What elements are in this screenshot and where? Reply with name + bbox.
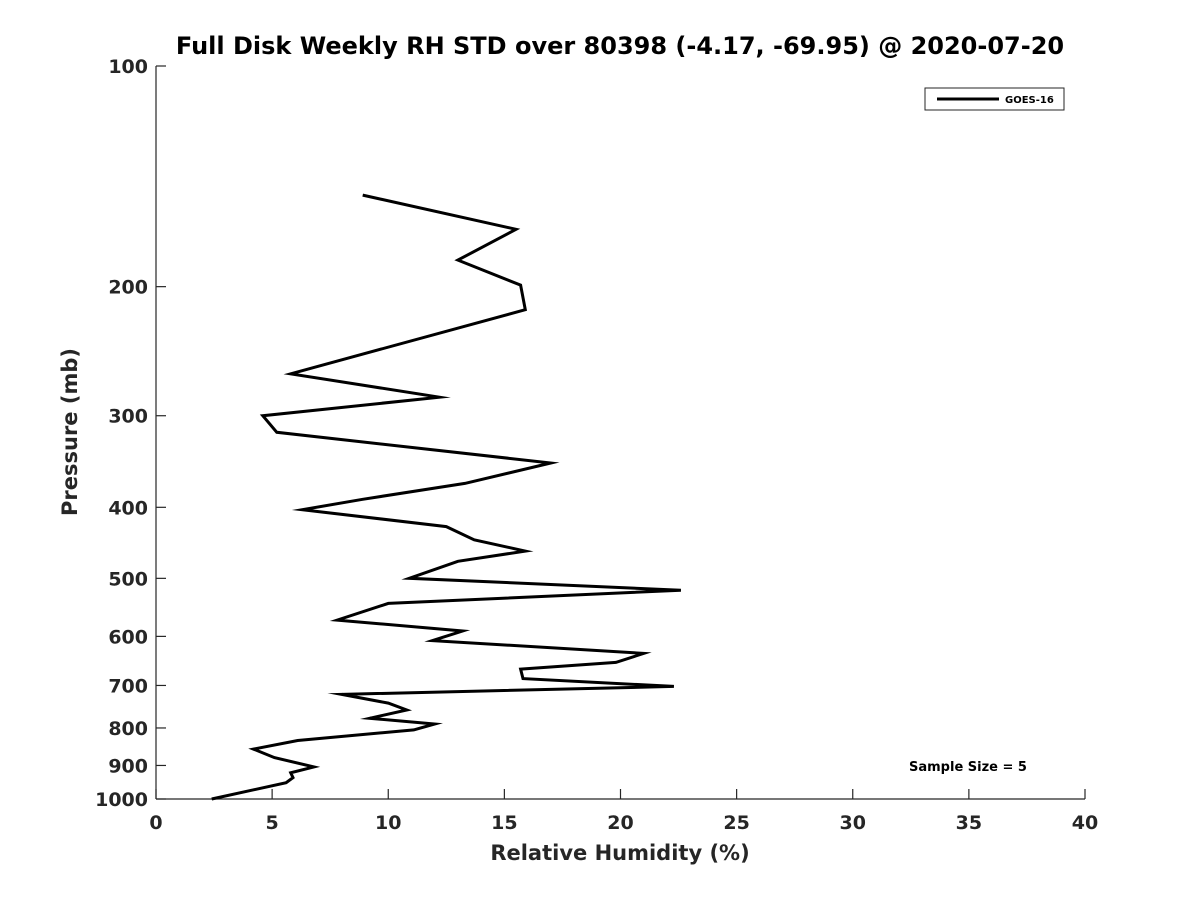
y-tick-label: 700 — [108, 675, 148, 697]
x-axis-label: Relative Humidity (%) — [490, 841, 749, 865]
x-tick-label: 10 — [375, 812, 401, 834]
y-tick-label: 1000 — [95, 789, 148, 811]
legend: GOES-16 — [924, 87, 1065, 111]
y-tick-label: 500 — [108, 568, 148, 590]
y-axis-ticks: 100 200 300 400 500 600 700 800 900 1000 — [95, 56, 166, 811]
x-tick-label: 30 — [840, 812, 866, 834]
y-tick-label: 100 — [108, 56, 148, 78]
chart-title: Full Disk Weekly RH STD over 80398 (-4.1… — [176, 32, 1064, 60]
y-tick-label: 300 — [108, 406, 148, 428]
x-tick-label: 40 — [1072, 812, 1098, 834]
x-tick-label: 0 — [149, 812, 162, 834]
series-layer — [211, 193, 681, 801]
y-tick-label: 600 — [108, 626, 148, 648]
x-tick-label: 5 — [266, 812, 279, 834]
x-tick-label: 15 — [491, 812, 517, 834]
y-tick-label: 200 — [108, 277, 148, 299]
y-tick-label: 800 — [108, 718, 148, 740]
x-tick-label: 20 — [607, 812, 633, 834]
y-tick-label: 400 — [108, 497, 148, 519]
y-axis-label: Pressure (mb) — [58, 348, 82, 516]
x-axis-ticks: 0 5 10 15 20 25 30 35 40 — [149, 789, 1098, 834]
x-tick-label: 35 — [956, 812, 982, 834]
sample-size-annotation: Sample Size = 5 — [909, 760, 1027, 775]
series-line-goes-16 — [211, 193, 681, 801]
y-tick-label: 900 — [108, 755, 148, 777]
legend-entry-goes-16: GOES-16 — [1005, 95, 1054, 106]
x-tick-label: 25 — [723, 812, 749, 834]
